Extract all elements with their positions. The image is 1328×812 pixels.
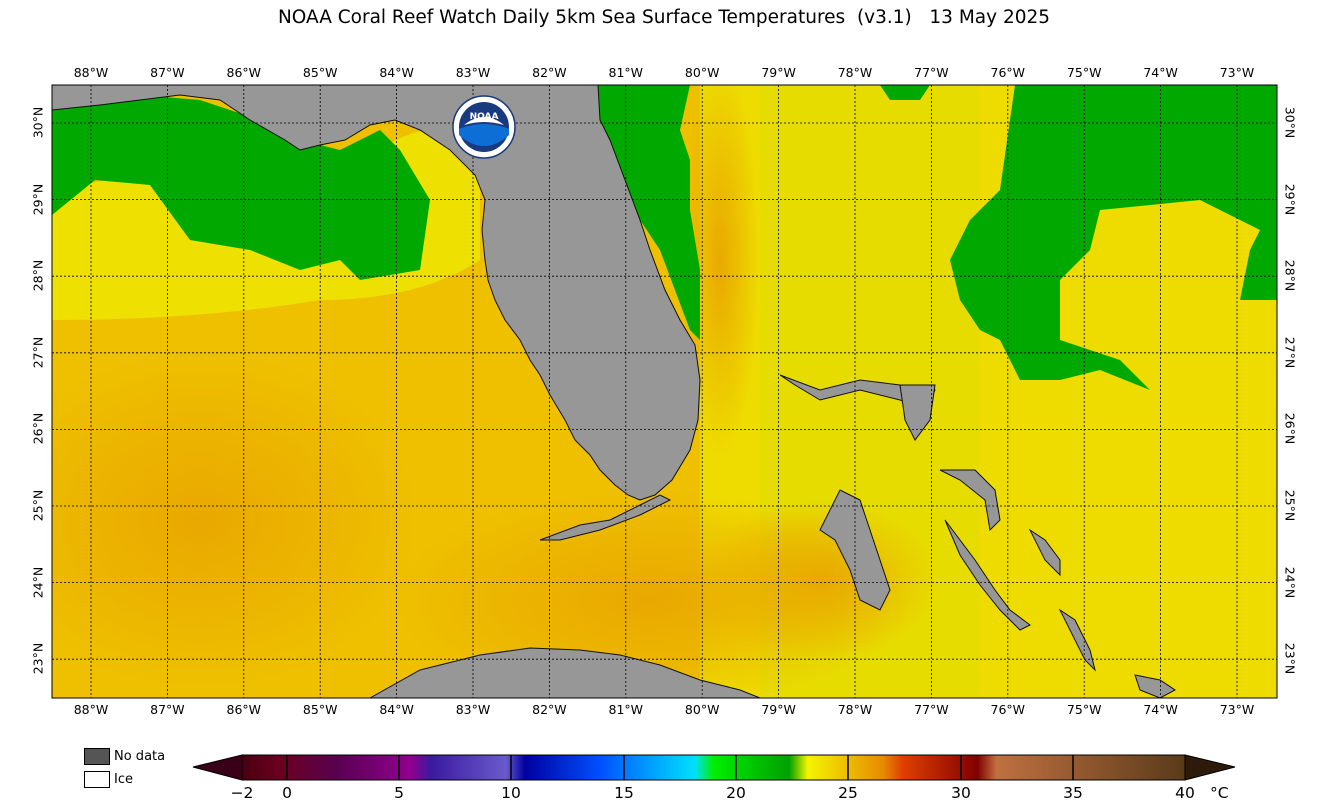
longitude-label: 88°W — [61, 702, 121, 717]
longitude-label: 75°W — [1054, 702, 1114, 717]
noaa-logo: NOAA — [453, 96, 515, 158]
latitude-label: 25°N — [1283, 476, 1298, 536]
longitude-label: 85°W — [290, 65, 350, 80]
longitude-label: 79°W — [749, 65, 809, 80]
longitude-label: 80°W — [672, 702, 732, 717]
longitude-label: 79°W — [749, 702, 809, 717]
warm-patch-1 — [0, 350, 420, 690]
longitude-label: 81°W — [596, 65, 656, 80]
no-data-label: No data — [114, 749, 165, 764]
colorbar-tick-label: 0 — [267, 784, 307, 802]
latitude-label: 23°N — [1283, 629, 1298, 689]
ice-swatch — [84, 771, 110, 788]
longitude-label: 77°W — [901, 65, 961, 80]
latitude-label: 30°N — [31, 93, 46, 153]
colorbar-tick-label: 10 — [491, 784, 531, 802]
latitude-label: 27°N — [1283, 322, 1298, 382]
longitude-label: 80°W — [672, 65, 732, 80]
longitude-label: 77°W — [901, 702, 961, 717]
colorbar-max-arrow — [1185, 755, 1235, 780]
longitude-label: 83°W — [443, 702, 503, 717]
colorbar-tick-label: 15 — [604, 784, 644, 802]
longitude-label: 78°W — [825, 702, 885, 717]
longitude-label: 83°W — [443, 65, 503, 80]
longitude-label: 85°W — [290, 702, 350, 717]
longitude-label: 74°W — [1131, 702, 1191, 717]
colorbar-tick-label: 40 — [1165, 784, 1205, 802]
longitude-label: 87°W — [137, 702, 197, 717]
colorbar-tick-label: 25 — [828, 784, 868, 802]
no-data-swatch — [84, 748, 110, 765]
colorbar-tick-label: 5 — [379, 784, 419, 802]
colorbar-tick-label: 20 — [716, 784, 756, 802]
latitude-label: 26°N — [1283, 399, 1298, 459]
longitude-label: 82°W — [519, 702, 579, 717]
longitude-label: 73°W — [1207, 65, 1267, 80]
colorbar-tick-label: 30 — [941, 784, 981, 802]
longitude-label: 88°W — [61, 65, 121, 80]
latitude-label: 29°N — [1283, 169, 1298, 229]
longitude-label: 84°W — [367, 702, 427, 717]
latitude-label: 26°N — [31, 399, 46, 459]
colorbar-unit: °C — [1210, 784, 1229, 802]
longitude-label: 73°W — [1207, 702, 1267, 717]
colorbar — [193, 755, 1235, 780]
latitude-label: 23°N — [31, 629, 46, 689]
colorbar-gradient — [242, 755, 1185, 780]
noaa-logo-text: NOAA — [470, 112, 499, 122]
longitude-label: 81°W — [596, 702, 656, 717]
longitude-label: 75°W — [1054, 65, 1114, 80]
ice-label: Ice — [114, 772, 133, 787]
longitude-label: 76°W — [978, 65, 1038, 80]
longitude-label: 82°W — [519, 65, 579, 80]
latitude-label: 27°N — [31, 322, 46, 382]
latitude-label: 28°N — [1283, 246, 1298, 306]
latitude-label: 24°N — [1283, 552, 1298, 612]
latitude-label: 29°N — [31, 169, 46, 229]
latitude-label: 25°N — [31, 476, 46, 536]
latitude-label: 24°N — [31, 552, 46, 612]
colorbar-tick-label: −2 — [222, 784, 262, 802]
warm-patch-3 — [700, 500, 940, 660]
colorbar-min-arrow — [193, 755, 242, 780]
longitude-label: 84°W — [367, 65, 427, 80]
longitude-label: 86°W — [214, 65, 274, 80]
longitude-label: 86°W — [214, 702, 274, 717]
latitude-label: 28°N — [31, 246, 46, 306]
colorbar-tick-label: 35 — [1053, 784, 1093, 802]
longitude-label: 74°W — [1131, 65, 1191, 80]
longitude-label: 78°W — [825, 65, 885, 80]
longitude-label: 87°W — [137, 65, 197, 80]
longitude-label: 76°W — [978, 702, 1038, 717]
latitude-label: 30°N — [1283, 93, 1298, 153]
